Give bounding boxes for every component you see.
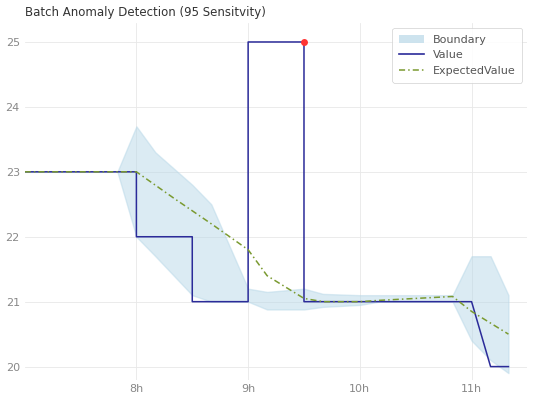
ExpectedValue xyxy=(357,299,363,304)
Value xyxy=(357,299,363,304)
Value xyxy=(133,170,140,174)
ExpectedValue xyxy=(301,296,307,301)
ExpectedValue xyxy=(21,170,28,174)
Value xyxy=(320,299,326,304)
Value xyxy=(21,170,28,174)
ExpectedValue xyxy=(449,294,456,299)
Value xyxy=(133,234,140,239)
ExpectedValue xyxy=(245,247,252,252)
Point xyxy=(300,39,308,45)
ExpectedValue xyxy=(505,332,512,336)
Value xyxy=(505,364,512,369)
Value xyxy=(245,40,252,44)
Value xyxy=(189,234,196,239)
Value xyxy=(189,299,196,304)
ExpectedValue xyxy=(320,299,326,304)
ExpectedValue xyxy=(133,170,140,174)
ExpectedValue xyxy=(170,195,176,200)
Legend: Boundary, Value, ExpectedValue: Boundary, Value, ExpectedValue xyxy=(392,28,522,82)
Value xyxy=(152,234,159,239)
ExpectedValue xyxy=(469,309,475,314)
Value xyxy=(357,299,363,304)
Line: ExpectedValue: ExpectedValue xyxy=(25,172,508,334)
ExpectedValue xyxy=(413,296,419,301)
Value xyxy=(487,364,494,369)
Value xyxy=(449,299,456,304)
Line: Value: Value xyxy=(25,42,508,366)
Value xyxy=(301,40,307,44)
Value xyxy=(469,299,475,304)
ExpectedValue xyxy=(208,221,214,226)
Value xyxy=(114,170,120,174)
ExpectedValue xyxy=(114,170,120,174)
Value xyxy=(245,299,252,304)
Value xyxy=(301,299,307,304)
ExpectedValue xyxy=(264,273,270,278)
ExpectedValue xyxy=(376,298,382,303)
Value xyxy=(449,299,456,304)
Text: Batch Anomaly Detection (95 Sensitvity): Batch Anomaly Detection (95 Sensitvity) xyxy=(25,6,265,18)
